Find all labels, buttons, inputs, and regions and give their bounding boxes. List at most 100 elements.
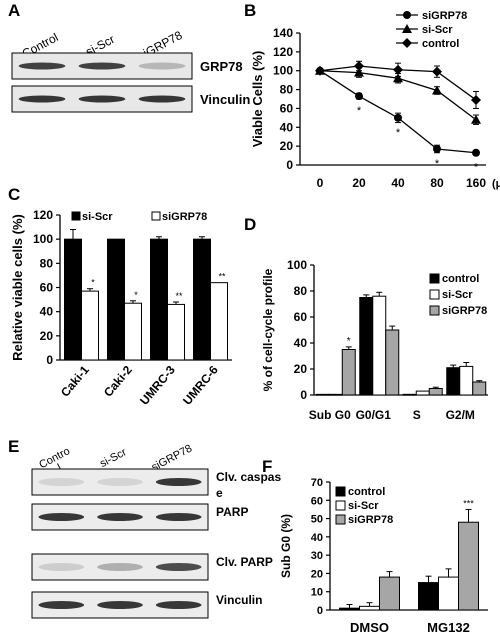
blot-band [155,563,202,571]
legend-marker [403,11,411,19]
blot-band [18,95,66,103]
blot-strip [31,553,209,581]
panel-letter-f: F [262,457,272,476]
data-point [471,114,481,124]
legend-swatch [71,211,81,221]
data-point [433,144,441,153]
y-tick-label: 40 [311,532,323,544]
blot-row-label: Clv. caspas e [216,470,281,500]
data-point [432,66,442,77]
y-tick-label: 80 [40,256,54,270]
legend-label: control [348,486,385,498]
x-tick-label: UMRC-6 [180,363,221,408]
bar-siGRP78 [428,388,443,396]
y-tick-label: 10 [311,587,323,599]
significance-mark: * [474,162,479,174]
legend-label: si-Scr [422,24,453,36]
legend-label: control [422,38,459,50]
x-tick-label: Caki-1 [58,363,92,400]
y-tick-label: 0 [286,158,293,172]
y-tick-label: 0 [46,353,53,367]
x-tick-label: Caki-2 [101,363,135,400]
legend-swatch [335,500,346,511]
legend-swatch [429,305,440,316]
data-point [315,65,325,76]
bar-si-Scr [438,576,459,611]
y-tick-label: 20 [280,139,294,153]
data-point [471,94,481,105]
panel-letter-a: A [8,1,20,20]
data-point [432,85,442,95]
legend-swatch [335,486,346,497]
significance-mark: *** [463,498,474,508]
blot-band [155,513,202,521]
y-tick-label: 60 [311,495,323,507]
bar-siGRP78 [341,349,356,396]
panel-letter-b: B [244,1,256,20]
blot-band [138,95,186,103]
bar-control [359,297,374,396]
legend-swatch [151,211,161,221]
significance-mark: * [134,290,138,300]
y-tick-label: 0 [317,605,323,617]
blot-band [78,62,126,70]
x-tick-label: UMRC-3 [137,363,178,408]
panel-c-bar-chart: 0 20 40 60 80 100 120 Relative viable cells (%)… [10,208,232,408]
blot-row-label: PARP [216,505,248,519]
blot-row-label: Vinculin [200,92,250,107]
y-tick-label: 60 [40,281,54,295]
data-point [394,113,402,122]
y-tick-label: 60 [294,310,308,324]
x-tick-label: 0 [317,176,324,190]
x-unit-label: (μM) [492,178,500,190]
panel-b-line-chart: 0 20 40 60 80 100 120 140 Viable Cells (%) 0 20 40 8… [250,10,500,190]
data-point [355,92,363,101]
x-tick-label: S [413,408,421,422]
significance-mark: * [91,278,95,288]
blot-band [97,478,143,486]
bar-control [339,607,360,611]
bar-siGRP78 [124,302,142,361]
bar-si-Scr [107,238,125,361]
legend-label: siGRP78 [348,514,393,526]
bar-siGRP78 [472,381,487,396]
data-point [472,148,480,157]
y-tick-label: 100 [33,232,53,246]
y-tick-label: 80 [280,83,294,97]
blot-band [97,601,143,609]
panel-letters: A B C D E F [8,1,272,476]
data-point [393,73,403,83]
data-point [354,61,364,71]
y-tick-label: 100 [287,258,307,272]
lane-label: si-Scr [98,446,129,470]
bar-control [446,367,461,396]
significance-mark: * [396,127,401,139]
legend-label: si-Scr [82,211,113,223]
y-tick-label: 20 [311,568,323,580]
significance-mark: ** [175,291,183,301]
significance-mark: * [357,105,362,117]
y-tick-label: 0 [300,388,307,402]
panel-letter-c: C [8,185,20,204]
bar-siGRP78 [81,290,99,361]
blot-row-label: GRP78 [200,59,243,74]
bar-si-Scr [64,238,82,361]
bar-control [315,393,330,396]
y-tick-label: 30 [311,550,323,562]
x-tick-label: MG132 [427,620,470,635]
y-tick-label: 120 [273,45,293,59]
bar-si-Scr [193,238,211,361]
legend-label: siGRP78 [442,305,487,317]
legend-label: si-Scr [442,289,473,301]
y-tick-label: 20 [294,362,308,376]
panel-f-bar-chart: 0 10 20 30 40 50 60 70 Sub G0 (%) DMSO MG132 *** con… [279,477,488,635]
blot-row-label: Clv. PARP [216,555,273,569]
y-tick-label: 50 [311,514,323,526]
significance-mark: * [347,336,351,347]
legend-marker [402,38,412,48]
bar-si-Scr [372,295,387,396]
y-tick-label: 140 [273,26,293,40]
